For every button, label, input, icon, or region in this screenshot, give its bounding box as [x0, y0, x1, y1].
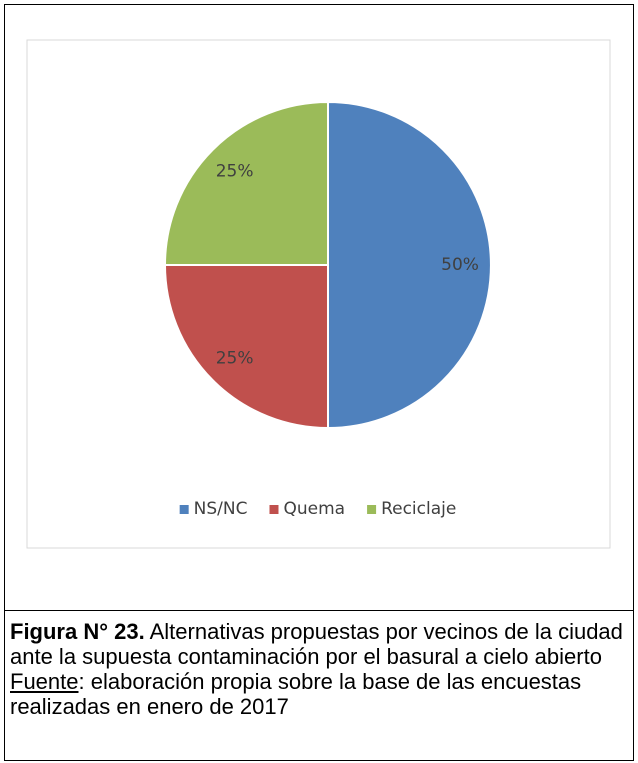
- pie-slice: [163, 264, 329, 430]
- legend-swatch: [367, 505, 377, 514]
- caption-text: Alternativas propuestas por vecinos de l…: [10, 619, 623, 669]
- legend-swatch: [179, 505, 189, 514]
- data-label: 25%: [216, 348, 254, 368]
- legend-label: Quema: [283, 499, 345, 519]
- pie-slice: [327, 100, 492, 430]
- divider: [4, 610, 634, 611]
- chart: 50% 25% 25% NS/NC Quema Reciclaje: [26, 39, 611, 549]
- legend-swatch: [269, 505, 279, 514]
- caption-label: Figura N° 23.: [10, 619, 145, 644]
- data-label: 25%: [216, 162, 254, 182]
- legend-label: NS/NC: [194, 499, 248, 519]
- pie-slice: [163, 100, 329, 266]
- figure-frame: [4, 4, 634, 761]
- source-label: Fuente: [10, 669, 79, 694]
- source-text: : elaboración propia sobre la base de la…: [10, 669, 582, 719]
- legend-label: Reciclaje: [381, 499, 456, 519]
- caption: Figura N° 23. Alternativas propuestas po…: [10, 619, 630, 719]
- data-label: 50%: [441, 255, 479, 275]
